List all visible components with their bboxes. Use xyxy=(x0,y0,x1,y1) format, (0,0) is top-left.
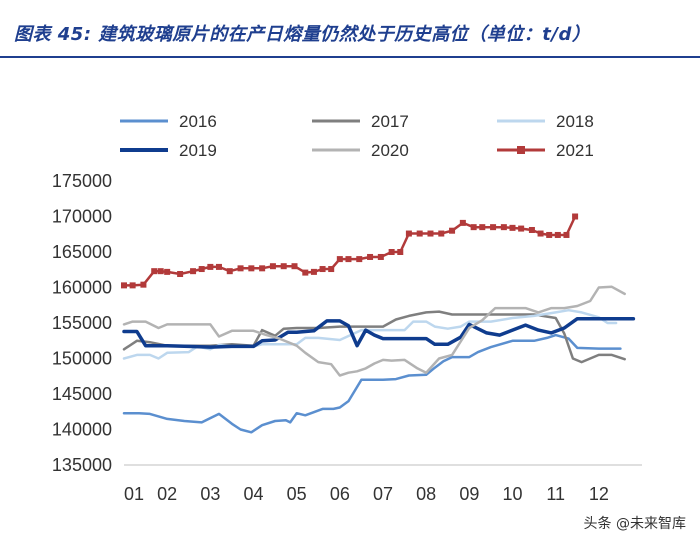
data-point-2021 xyxy=(291,263,298,270)
data-point-2021 xyxy=(388,249,395,255)
series-line-2021 xyxy=(122,215,577,287)
title-rule xyxy=(0,56,700,58)
data-point-2021 xyxy=(397,249,404,255)
y-tick-label: 175000 xyxy=(52,171,112,191)
x-tick-label: 05 xyxy=(287,484,307,504)
legend-label-2020: 2020 xyxy=(371,141,409,160)
data-point-2021 xyxy=(405,230,412,237)
data-point-2021 xyxy=(177,271,184,278)
y-tick-label: 140000 xyxy=(52,420,112,440)
y-tick-label: 145000 xyxy=(52,384,112,404)
data-point-2021 xyxy=(345,256,352,263)
data-point-2021 xyxy=(377,253,384,260)
data-point-2021 xyxy=(518,225,525,232)
data-point-2021 xyxy=(319,266,326,273)
y-tick-label: 155000 xyxy=(52,313,112,333)
x-tick-label: 11 xyxy=(546,484,565,504)
data-point-2021 xyxy=(207,263,214,270)
legend-label-2016: 2016 xyxy=(179,112,217,131)
data-point-2021 xyxy=(336,256,343,263)
data-point-2021 xyxy=(438,230,445,237)
y-tick-label: 135000 xyxy=(52,455,112,475)
x-tick-label: 03 xyxy=(200,484,220,504)
legend-label-2017: 2017 xyxy=(371,112,409,131)
data-point-2021 xyxy=(157,268,164,275)
data-point-2021 xyxy=(328,266,335,273)
y-tick-label: 170000 xyxy=(52,207,112,227)
legend-marker-2021 xyxy=(517,146,525,154)
y-tick-label: 160000 xyxy=(52,278,112,298)
x-tick-label: 08 xyxy=(416,484,436,504)
x-tick-label: 07 xyxy=(373,484,393,504)
data-point-2021 xyxy=(302,269,309,276)
data-point-2021 xyxy=(248,265,255,272)
data-point-2021 xyxy=(237,265,244,272)
data-point-2021 xyxy=(367,253,374,260)
legend-label-2019: 2019 xyxy=(179,141,217,160)
source-watermark: 头条 @未来智库 xyxy=(583,513,686,533)
data-point-2021 xyxy=(554,231,561,238)
series-line-2019 xyxy=(122,316,636,349)
y-tick-label: 165000 xyxy=(52,242,112,262)
data-point-2021 xyxy=(151,268,158,275)
data-point-2021 xyxy=(310,268,317,275)
data-point-2021 xyxy=(459,219,466,226)
x-tick-label: 06 xyxy=(330,484,350,504)
x-tick-label: 10 xyxy=(502,484,522,504)
data-point-2021 xyxy=(490,224,497,231)
data-point-2021 xyxy=(259,265,266,272)
data-point-2021 xyxy=(528,226,535,233)
data-point-2021 xyxy=(479,224,486,231)
x-tick-label: 02 xyxy=(157,484,177,504)
data-point-2021 xyxy=(190,268,197,275)
x-tick-label: 12 xyxy=(589,484,609,504)
x-tick-label: 04 xyxy=(243,484,263,504)
data-point-2021 xyxy=(280,263,287,270)
data-point-2021 xyxy=(164,268,171,275)
data-point-2021 xyxy=(356,256,363,263)
data-point-2021 xyxy=(129,282,136,289)
data-point-2021 xyxy=(449,227,456,234)
data-point-2021 xyxy=(509,224,516,231)
data-point-2021 xyxy=(500,224,507,231)
figure-title: 图表 45: 建筑玻璃原片的在产日熔量仍然处于历史高位（单位：t/d） xyxy=(14,24,591,45)
data-point-2021 xyxy=(269,263,276,270)
data-point-2021 xyxy=(470,224,477,231)
data-point-2021 xyxy=(537,230,544,237)
data-point-2021 xyxy=(572,213,579,220)
data-point-2021 xyxy=(121,282,127,289)
data-point-2021 xyxy=(198,266,205,273)
data-point-2021 xyxy=(215,263,222,270)
data-point-2021 xyxy=(140,281,147,288)
y-tick-label: 150000 xyxy=(52,349,112,369)
series-line-2016 xyxy=(122,333,622,434)
data-point-2021 xyxy=(546,231,553,238)
legend-label-2018: 2018 xyxy=(556,112,594,131)
x-tick-label: 01 xyxy=(124,484,144,504)
data-point-2021 xyxy=(416,230,423,237)
data-point-2021 xyxy=(563,231,570,238)
series-line-2020 xyxy=(122,285,626,377)
legend-label-2021: 2021 xyxy=(556,141,594,160)
x-tick-label: 09 xyxy=(459,484,479,504)
data-point-2021 xyxy=(226,268,233,275)
data-point-2021 xyxy=(427,230,434,237)
